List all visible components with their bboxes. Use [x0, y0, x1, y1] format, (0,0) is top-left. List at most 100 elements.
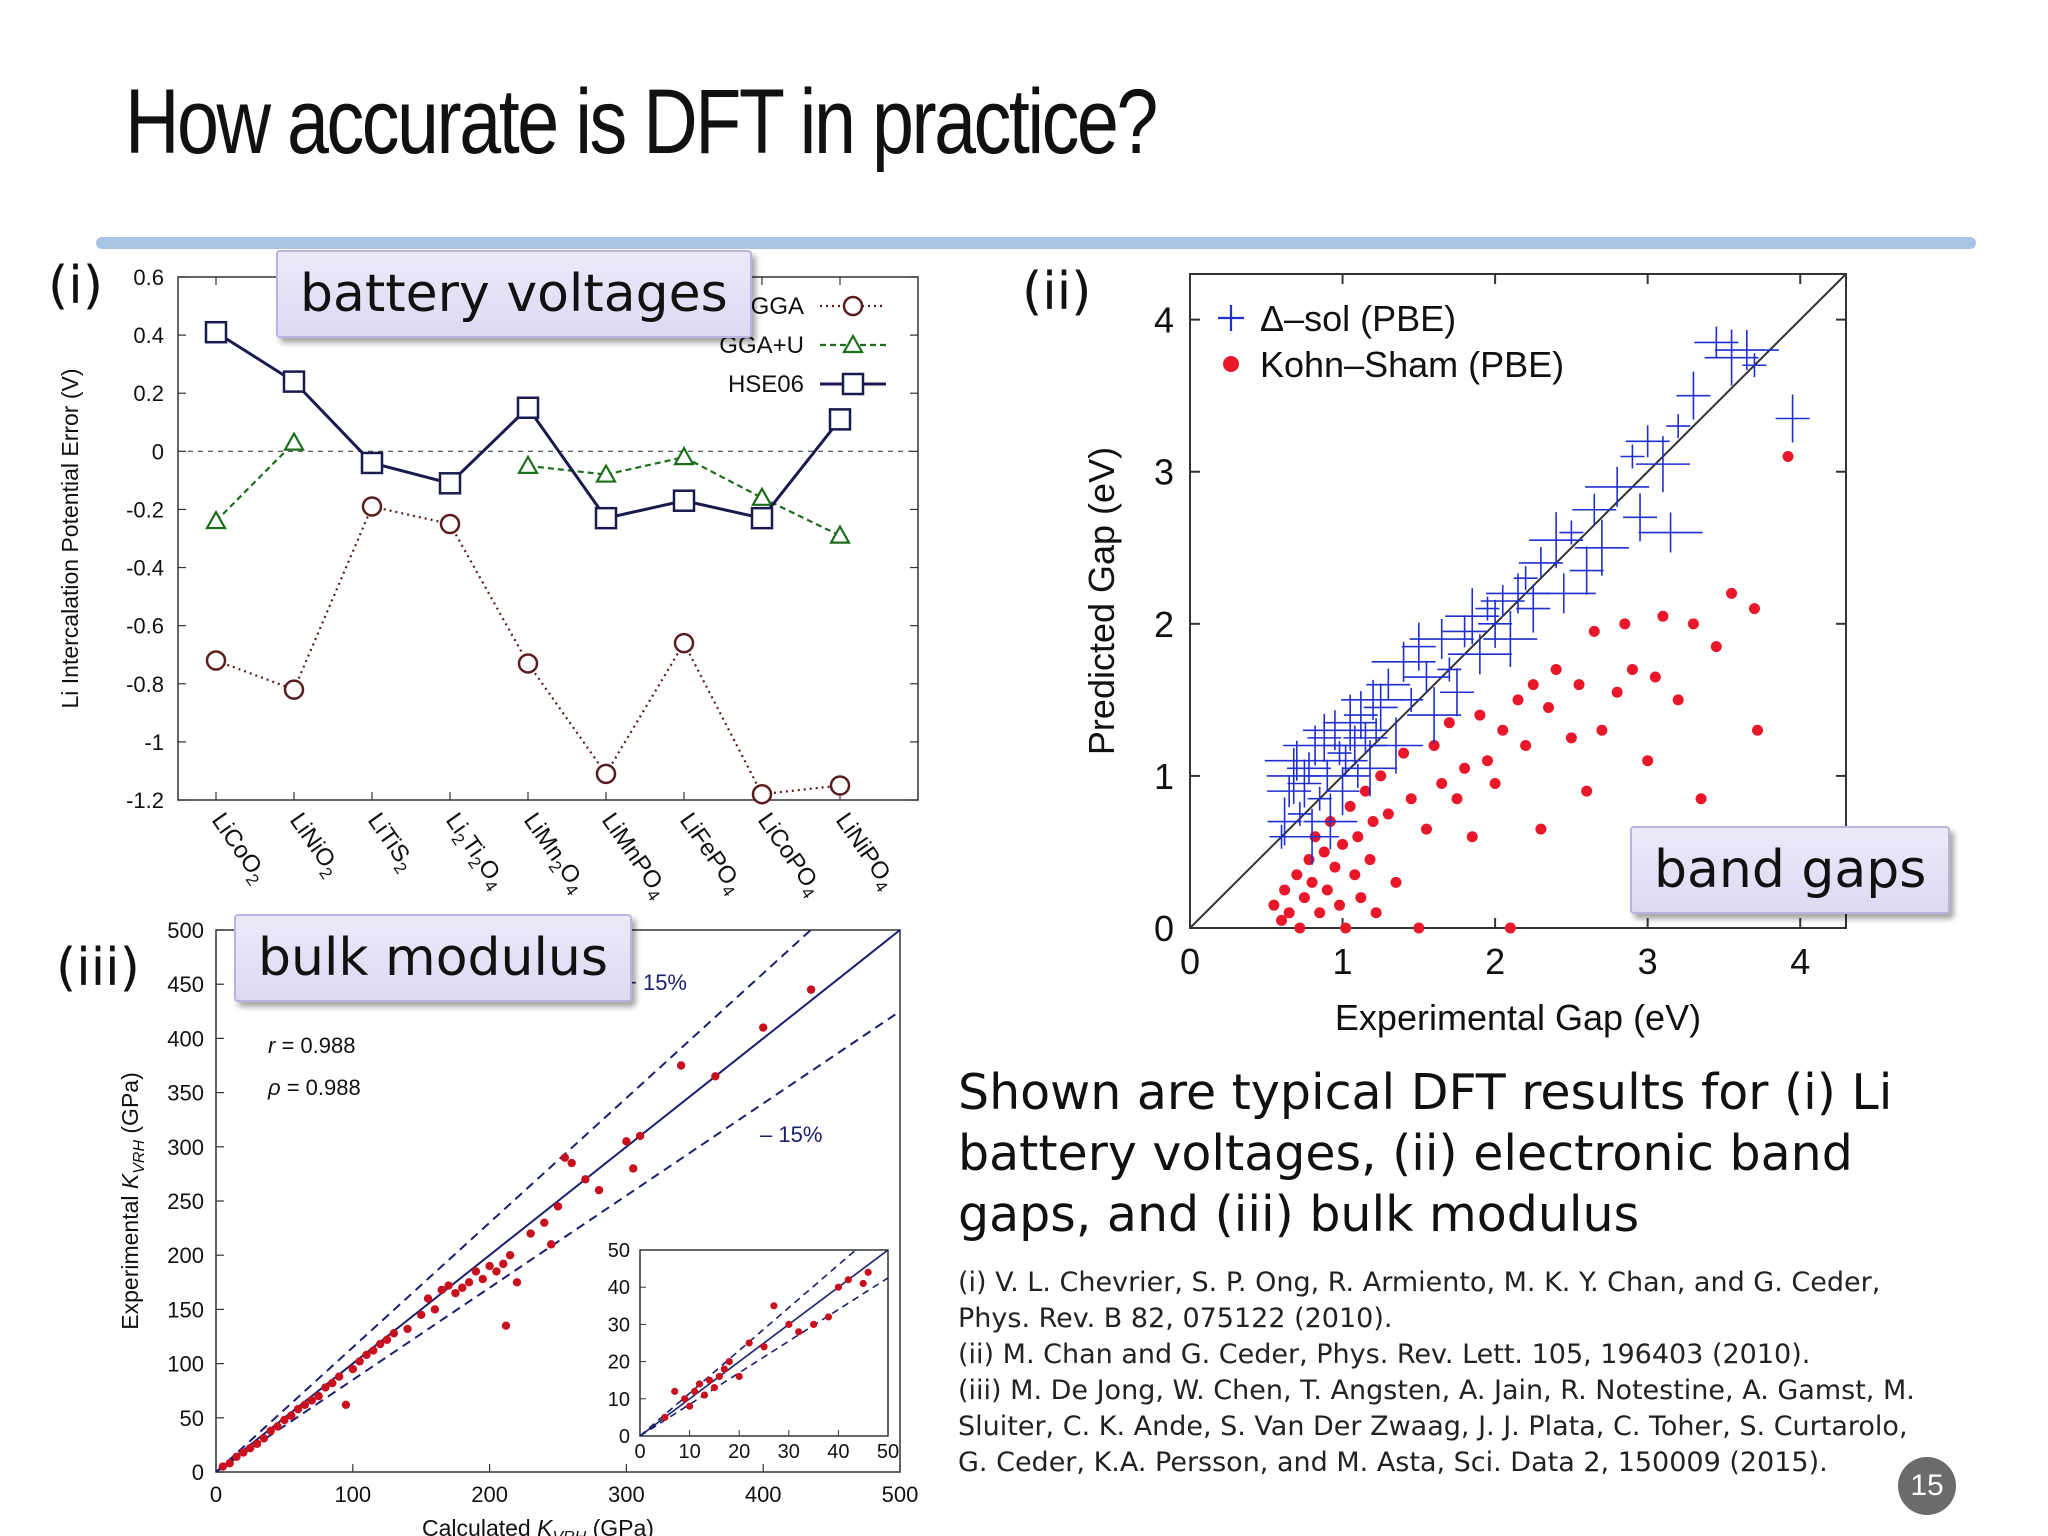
gga-point [517, 653, 539, 674]
bulk-modulus-point [355, 1357, 364, 1366]
inset-point [735, 1372, 743, 1381]
series-segment [292, 380, 374, 464]
inset-y-tick-label: 50 [608, 1240, 630, 1262]
bulk-modulus-point [314, 1391, 323, 1401]
delta-sol-point [1325, 767, 1360, 816]
series-segment [371, 505, 451, 526]
delta-sol-point [1569, 546, 1604, 595]
hse06-point [750, 506, 774, 530]
inset-point [834, 1283, 843, 1291]
delta-sol-point [1267, 797, 1302, 846]
bulk-modulus-point [403, 1324, 412, 1334]
series-segment [292, 506, 374, 691]
gga-point [673, 632, 695, 654]
category-label: LiNiO2 [281, 808, 346, 883]
delta-sol-point [1742, 353, 1767, 378]
kohn-sham-point [1291, 869, 1303, 881]
kohn-sham-point [1520, 739, 1532, 751]
delta-sol-point [1559, 520, 1584, 545]
bulk-modulus-point [423, 1294, 433, 1303]
kohn-sham-point [1535, 823, 1547, 835]
bulk-modulus-point [471, 1267, 481, 1276]
kohn-sham-point [1726, 587, 1738, 599]
delta-sol-point [1439, 668, 1474, 717]
bulk-modulus-point [273, 1422, 282, 1431]
category-label: LiCoO2 [203, 808, 273, 889]
delta-sol-point [1287, 759, 1322, 808]
inset-point [859, 1279, 867, 1288]
delta-sol-point [1307, 713, 1342, 762]
kohn-sham-point [1687, 618, 1699, 630]
bulk-modulus-point [328, 1378, 337, 1388]
bulk-modulus-point [341, 1400, 351, 1409]
rho-annotation: ρ = 0.988 [267, 1075, 361, 1100]
gga-point [361, 496, 383, 517]
series-segment [371, 461, 451, 485]
delta-sol-point [1574, 519, 1629, 576]
delta-sol-point [1404, 661, 1449, 694]
bulk-modulus-point [806, 985, 816, 994]
gga-point [205, 650, 227, 671]
bulk-modulus-point [526, 1229, 535, 1238]
bulk-modulus-point [676, 1061, 686, 1070]
bulk-modulus-point [266, 1426, 275, 1436]
kohn-sham-point [1489, 778, 1501, 790]
y-tick-label: 0 [152, 439, 164, 464]
inset-point [770, 1302, 778, 1310]
panel-label-i: (i) [48, 256, 104, 316]
delta-sol-point [1478, 599, 1513, 648]
inset-point [690, 1387, 699, 1395]
kohn-sham-point [1349, 869, 1361, 881]
hse06-point [282, 370, 306, 393]
category-label: LiMnPO4 [593, 808, 674, 905]
bulk-modulus-point [430, 1305, 440, 1314]
kohn-sham-point [1355, 892, 1367, 904]
bulk-modulus-point [553, 1202, 563, 1211]
kohn-sham-point [1283, 907, 1295, 919]
kohn-sham-point [1268, 899, 1280, 911]
kohn-sham-point [1375, 770, 1387, 782]
delta-sol-point [1635, 436, 1690, 493]
x-tick-label: 200 [471, 1482, 508, 1507]
legend-label: Δ–sol (PBE) [1260, 298, 1456, 339]
legend-marker [1223, 356, 1239, 372]
delta-sol-point [1323, 744, 1368, 777]
gga-point [751, 783, 773, 805]
y-tick-label: 3 [1154, 452, 1174, 493]
y-tick-label: -0.6 [126, 614, 164, 639]
kohn-sham-point [1367, 816, 1379, 828]
bulk-modulus-point [321, 1383, 330, 1392]
bulk-modulus-point [458, 1283, 467, 1292]
inset-point [671, 1387, 679, 1395]
kohn-sham-point [1390, 876, 1402, 888]
x-tick-label: 1 [1333, 941, 1353, 982]
bulk-modulus-point [629, 1164, 638, 1173]
hse06-point [828, 408, 852, 431]
bulk-modulus-point [375, 1339, 385, 1349]
inset-point [715, 1372, 723, 1381]
delta-sol-point [1363, 683, 1398, 732]
kohn-sham-point [1334, 899, 1346, 911]
bulk-modulus-point [635, 1131, 645, 1141]
legend-marker [842, 333, 864, 354]
delta-sol-point [1364, 718, 1389, 743]
legend-marker [841, 372, 865, 396]
x-tick-label: 2 [1485, 941, 1505, 982]
hse06-point [360, 451, 384, 475]
x-tick-label: 0 [1180, 941, 1200, 982]
inset-point [695, 1380, 704, 1388]
y-tick-label: 250 [167, 1189, 204, 1214]
kohn-sham-point [1512, 694, 1524, 706]
gga-u-point [751, 486, 773, 506]
bulk-modulus-point [307, 1396, 316, 1405]
delta-sol-point [1572, 493, 1617, 526]
reference-ii: (ii) M. Chan and G. Ceder, Phys. Rev. Le… [958, 1339, 1811, 1370]
inset-point [700, 1391, 709, 1399]
inset-point [720, 1365, 728, 1373]
gga-point [595, 763, 617, 785]
y-tick-label: 100 [167, 1352, 204, 1377]
inset-y-tick-label: 0 [619, 1426, 630, 1448]
kohn-sham-point [1497, 724, 1509, 736]
gga-u-point [595, 463, 617, 483]
delta-sol-point [1343, 740, 1398, 797]
